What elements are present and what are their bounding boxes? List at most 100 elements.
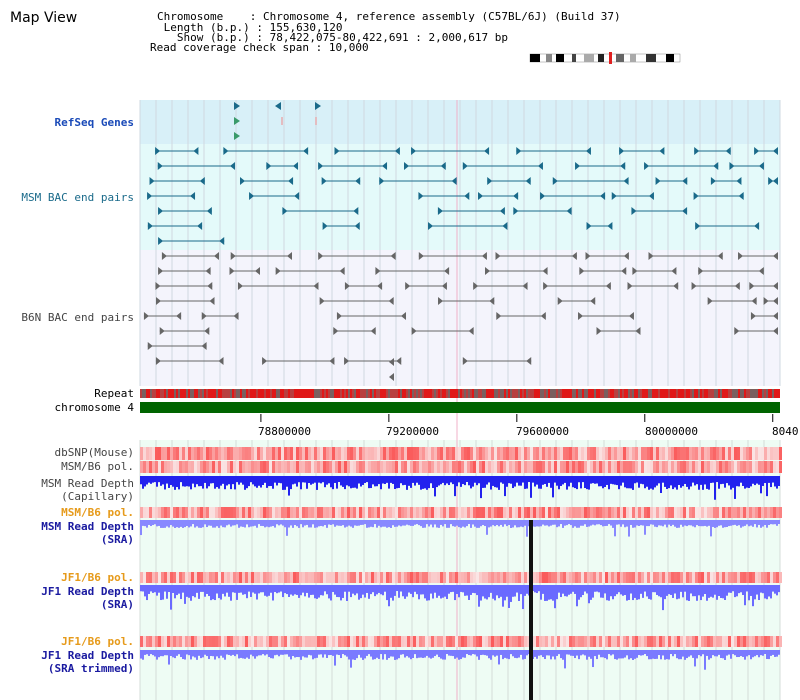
track-label-refseq[interactable]: RefSeq Genes	[54, 116, 134, 129]
bac-end-marker	[193, 147, 199, 155]
bac-end-marker	[394, 147, 400, 155]
bac-end-marker	[155, 357, 161, 365]
bac-end-marker	[344, 282, 350, 290]
bac-end-marker	[355, 177, 361, 185]
bac-end-marker	[736, 177, 742, 185]
bac-end-marker	[375, 267, 381, 275]
bac-end-marker	[147, 342, 153, 350]
track-label-jf1-pol-1[interactable]: JF1/B6 pol.	[61, 571, 134, 584]
track-label-jf1-depth-sra-1[interactable]: JF1 Read Depth	[41, 585, 134, 598]
bac-end-marker	[489, 297, 495, 305]
bac-end-marker	[773, 252, 778, 260]
tick-label-5: 8040	[772, 425, 799, 438]
bac-end-marker	[159, 327, 165, 335]
bac-end-marker	[158, 207, 164, 215]
bac-end-marker	[353, 207, 359, 215]
bac-end-marker	[750, 312, 756, 320]
coverage-value: 10,000	[328, 41, 369, 54]
bac-end-marker	[468, 327, 474, 335]
show-label: Show (b.p.)	[176, 31, 250, 44]
highlight-marker	[529, 520, 533, 700]
bac-end-marker	[619, 147, 625, 155]
track-label-msm-b6-pol-1[interactable]: MSM/B6 pol.	[61, 460, 134, 473]
bac-end-marker	[635, 327, 641, 335]
bac-end-marker	[695, 222, 701, 230]
bac-end-marker	[773, 312, 778, 320]
track-label-jf1-depth-trim-2: (SRA trimmed)	[47, 662, 134, 675]
chromosome-bar	[140, 402, 780, 413]
bac-end-marker	[205, 267, 211, 275]
refseq-gene-marker	[234, 117, 240, 125]
bac-end-marker	[682, 177, 688, 185]
bac-end-marker	[379, 177, 385, 185]
bac-end-marker	[525, 177, 531, 185]
track-label-jf1-depth-trim-1[interactable]: JF1 Read Depth	[41, 649, 134, 662]
msm-bac-features	[147, 147, 778, 245]
bac-end-marker	[566, 207, 572, 215]
bac-end-marker	[190, 192, 196, 200]
bac-end-marker	[537, 162, 543, 170]
bac-end-marker	[396, 357, 402, 365]
bac-end-marker	[333, 327, 339, 335]
track-label-dbsnp[interactable]: dbSNP(Mouse)	[54, 446, 134, 459]
bac-end-marker	[734, 327, 740, 335]
bac-end-marker	[751, 297, 757, 305]
bac-end-marker	[738, 252, 744, 260]
bac-end-marker	[693, 192, 699, 200]
track-label-repeat[interactable]: Repeat	[94, 387, 134, 400]
bac-end-marker	[207, 282, 213, 290]
bac-end-marker	[401, 312, 407, 320]
tick-label-1: 78800000	[258, 425, 311, 438]
track-label-msm-depth-cap-1[interactable]: MSM Read Depth	[41, 477, 134, 490]
heat-tracks	[140, 447, 782, 647]
track-label-jf1-pol-2[interactable]: JF1/B6 pol.	[61, 635, 134, 648]
chromosome-ideogram	[529, 52, 681, 64]
bac-end-marker	[590, 297, 596, 305]
bac-end-marker	[725, 147, 731, 155]
bac-end-marker	[607, 222, 613, 230]
bac-end-marker	[440, 162, 446, 170]
bac-end-marker	[484, 147, 490, 155]
bac-end-marker	[418, 252, 424, 260]
bac-end-marker	[673, 282, 679, 290]
bac-end-marker	[526, 357, 532, 365]
track-label-msm-depth-sra-2: (SRA)	[100, 533, 134, 546]
page-title: Map View	[10, 10, 78, 26]
bac-end-marker	[522, 282, 528, 290]
bac-end-marker	[698, 267, 704, 275]
bac-end-marker	[266, 162, 272, 170]
bac-end-marker	[382, 162, 388, 170]
bac-end-marker	[451, 177, 457, 185]
bac-end-marker	[176, 312, 182, 320]
bac-end-marker	[233, 312, 239, 320]
track-label-msm-b6-pol-2[interactable]: MSM/B6 pol.	[61, 506, 134, 519]
bac-end-marker	[389, 373, 394, 381]
bac-end-marker	[389, 358, 394, 366]
bac-end-marker	[329, 357, 335, 365]
track-label-msm-depth-sra-1[interactable]: MSM Read Depth	[41, 520, 134, 533]
refseq-gene-marker	[275, 102, 281, 110]
bac-end-marker	[623, 252, 629, 260]
bac-end-marker	[275, 267, 281, 275]
bac-end-marker	[611, 192, 617, 200]
bac-end-marker	[644, 162, 650, 170]
bac-end-marker	[344, 357, 350, 365]
bac-end-marker	[157, 162, 163, 170]
show-value: 78,422,075-80,422,691 : 2,000,617 bp	[269, 31, 509, 44]
track-label-b6n-bac[interactable]: B6N BAC end pairs	[21, 311, 134, 324]
bac-end-marker	[628, 312, 634, 320]
track-label-msm-bac[interactable]: MSM BAC end pairs	[21, 191, 134, 204]
bac-end-marker	[717, 252, 723, 260]
bac-end-marker	[149, 177, 155, 185]
bac-end-marker	[578, 312, 584, 320]
bac-end-marker	[158, 267, 164, 275]
track-label-chromosome[interactable]: chromosome 4	[54, 401, 134, 414]
bac-end-marker	[444, 267, 450, 275]
tick-label-2: 79200000	[386, 425, 439, 438]
bac-end-marker	[405, 282, 411, 290]
bac-end-marker	[370, 327, 376, 335]
bac-end-marker	[390, 252, 396, 260]
bac-end-marker	[318, 252, 324, 260]
bac-end-marker	[691, 282, 697, 290]
